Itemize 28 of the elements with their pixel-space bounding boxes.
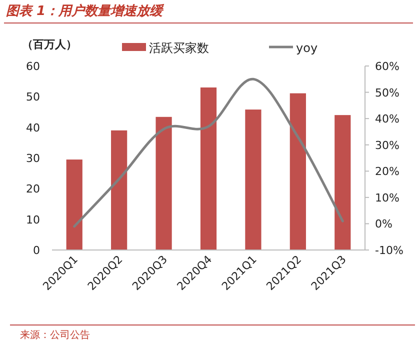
y2-tick-label: 50% (375, 86, 400, 100)
y2-tick-label: 20% (375, 165, 400, 178)
y-tick-label: 40 (26, 121, 40, 134)
y2-tick-label: 60% (375, 60, 400, 73)
legend-label: yoy (296, 41, 318, 55)
y-tick-label: 50 (26, 90, 40, 104)
bar (245, 110, 262, 250)
chart-title: 图表 1：用户数量增速放缓 (6, 3, 165, 19)
y-tick-label: 10 (26, 213, 40, 226)
legend-label: 活跃买家数 (149, 41, 209, 55)
y-tick-label: 30 (26, 152, 40, 165)
bar (290, 93, 306, 250)
y2-tick-label: -10% (375, 244, 404, 257)
bar (200, 87, 217, 250)
y2-tick-label: 0% (375, 218, 392, 231)
y-tick-label: 60 (26, 60, 40, 73)
y2-tick-label: 10% (375, 191, 400, 204)
source-note: 来源：公司公告 (20, 329, 90, 341)
bar (156, 116, 172, 250)
bar (334, 115, 351, 250)
y2-tick-label: 30% (375, 138, 400, 152)
bar (66, 160, 82, 250)
y-tick-label: 0 (33, 244, 40, 257)
bar (111, 130, 128, 250)
y-axis-title: （百万人） (22, 38, 77, 51)
y2-tick-label: 40% (375, 112, 400, 126)
line-series (73, 78, 344, 228)
y-tick-label: 20 (26, 182, 40, 196)
